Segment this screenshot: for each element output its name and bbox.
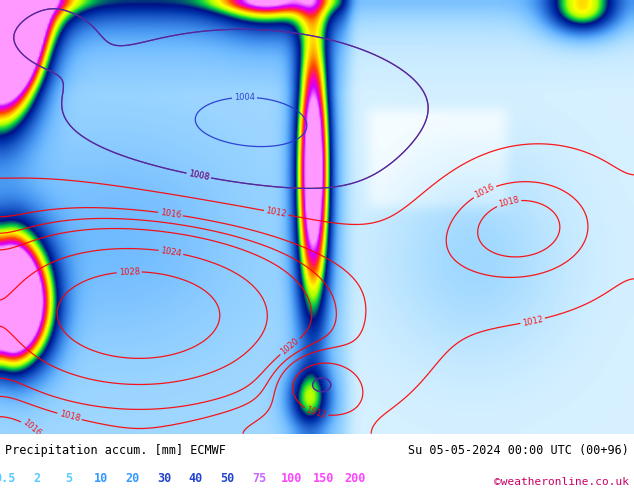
Text: Su 05-05-2024 00:00 UTC (00+96): Su 05-05-2024 00:00 UTC (00+96) [408,444,629,457]
Text: 0.5: 0.5 [0,472,16,486]
Text: 1008: 1008 [188,169,210,182]
Text: 40: 40 [189,472,203,486]
Text: 5: 5 [65,472,72,486]
Text: 10: 10 [93,472,108,486]
Text: ©weatheronline.co.uk: ©weatheronline.co.uk [494,477,629,487]
Text: 1004: 1004 [234,93,255,102]
Text: Precipitation accum. [mm] ECMWF: Precipitation accum. [mm] ECMWF [5,444,226,457]
Text: 1016: 1016 [21,418,42,439]
Text: 150: 150 [313,472,334,486]
Text: 1012: 1012 [265,206,287,219]
Text: 2: 2 [34,472,41,486]
Text: 1018: 1018 [498,196,520,209]
Text: 1018: 1018 [58,410,81,423]
Text: 100: 100 [281,472,302,486]
Text: 1012: 1012 [521,314,544,327]
Text: 1012: 1012 [305,406,327,420]
Text: 20: 20 [125,472,139,486]
Text: 75: 75 [252,472,267,486]
Text: 50: 50 [221,472,235,486]
Text: 1020: 1020 [279,337,301,357]
Text: 30: 30 [157,472,171,486]
Text: 1008: 1008 [188,169,210,182]
Text: 1016: 1016 [473,182,496,200]
Text: 1024: 1024 [160,246,182,258]
Text: 1016: 1016 [159,208,181,220]
Text: 200: 200 [344,472,366,486]
Text: 1028: 1028 [119,267,140,277]
